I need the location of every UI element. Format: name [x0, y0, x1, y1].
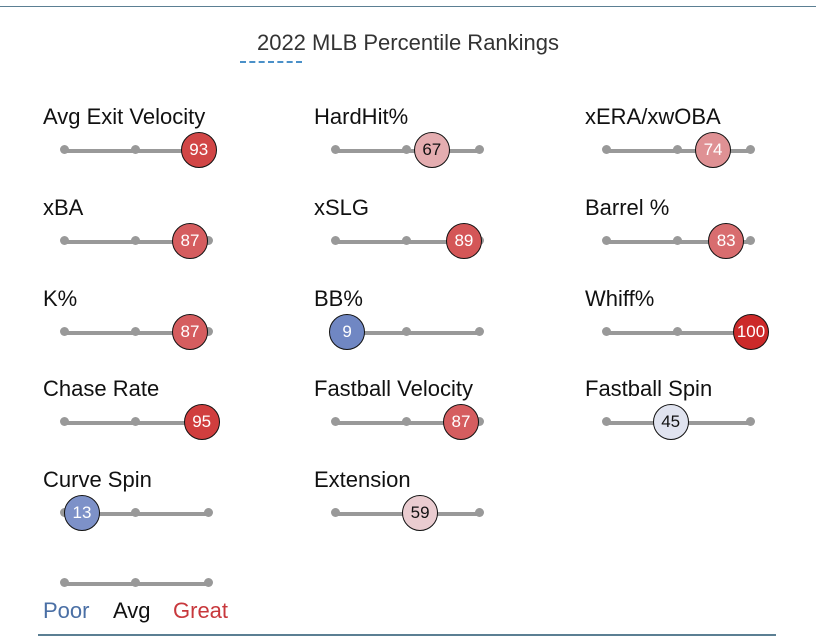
metric-label: xERA/xwOBA	[585, 104, 721, 129]
percentile-bubble[interactable]: 87	[172, 314, 209, 350]
track-tick-great	[204, 327, 213, 336]
percentile-bubble[interactable]: 9	[329, 314, 366, 350]
metric-bb[interactable]: BB% 9	[314, 286, 554, 366]
percentile-bubble[interactable]: 67	[413, 132, 450, 168]
percentile-bubble[interactable]: 74	[695, 132, 732, 168]
metric-label: Chase Rate	[43, 376, 160, 401]
metric-k[interactable]: K% 87	[43, 286, 283, 366]
track-tick-avg	[402, 417, 411, 426]
metric-label: xSLG	[314, 195, 370, 220]
metric-avg-exit-velocity[interactable]: Avg Exit Velocity 93	[43, 104, 283, 184]
percentile-bubble[interactable]: 83	[708, 223, 745, 259]
percentile-bubble[interactable]: 59	[402, 495, 439, 531]
track-tick-great	[475, 417, 484, 426]
track-tick-avg	[131, 417, 140, 426]
track-tick-great	[746, 145, 755, 154]
metric-barrel[interactable]: Barrel % 83	[585, 195, 816, 275]
percentile-bubble[interactable]: 93	[180, 132, 217, 168]
metric-label: Fastball Velocity	[314, 376, 473, 401]
percentile-bubble[interactable]: 100	[733, 314, 769, 350]
legend-tick-avg	[131, 578, 140, 587]
legend: Poor Avg Great	[43, 570, 283, 630]
track-tick-great	[475, 327, 484, 336]
metric-xera-xwoba[interactable]: xERA/xwOBA 74	[585, 104, 816, 184]
metric-chase-rate[interactable]: Chase Rate 95	[43, 376, 283, 456]
track-tick-poor	[602, 236, 611, 245]
track-tick-great	[746, 236, 755, 245]
track-tick-poor	[602, 327, 611, 336]
track-tick-poor	[60, 417, 69, 426]
track-tick-avg	[131, 145, 140, 154]
metric-hardhit[interactable]: HardHit% 67	[314, 104, 554, 184]
metric-whiff[interactable]: Whiff% 100	[585, 286, 816, 366]
metric-curve-spin[interactable]: Curve Spin 13	[43, 467, 283, 547]
metric-label: Barrel %	[585, 195, 670, 220]
track-tick-avg	[673, 236, 682, 245]
percentile-bubble[interactable]: 89	[445, 223, 482, 259]
track-tick-avg	[402, 236, 411, 245]
track-tick-great	[204, 508, 213, 517]
track-tick-poor	[331, 236, 340, 245]
track-tick-avg	[673, 145, 682, 154]
track-tick-avg	[402, 145, 411, 154]
metric-extension[interactable]: Extension 59	[314, 467, 554, 547]
track-tick-avg	[131, 327, 140, 336]
track-tick-avg	[131, 236, 140, 245]
page-title[interactable]: 2022 MLB Percentile Rankings	[256, 30, 560, 55]
metric-label: Extension	[314, 467, 411, 492]
metric-label: Curve Spin	[43, 467, 152, 492]
track-tick-great	[475, 145, 484, 154]
metric-label: BB%	[314, 286, 363, 311]
metric-label: Fastball Spin	[585, 376, 713, 401]
track-tick-great	[204, 236, 213, 245]
track-tick-poor	[60, 236, 69, 245]
legend-label-poor: Poor	[43, 598, 90, 623]
track-tick-poor	[602, 417, 611, 426]
legend-tick-poor	[60, 578, 69, 587]
track-tick-avg	[131, 508, 140, 517]
percentile-bubble[interactable]: 13	[63, 495, 100, 531]
metric-label: K%	[43, 286, 78, 311]
track-tick-avg	[673, 327, 682, 336]
track-tick-poor	[60, 327, 69, 336]
top-divider	[0, 6, 816, 7]
legend-tick-great	[204, 578, 213, 587]
track-tick-poor	[331, 145, 340, 154]
legend-label-avg: Avg	[113, 598, 151, 623]
metric-xslg[interactable]: xSLG 89	[314, 195, 554, 275]
metric-label: Avg Exit Velocity	[43, 104, 206, 129]
percentile-bubble[interactable]: 95	[183, 404, 220, 440]
track-tick-great	[746, 417, 755, 426]
bottom-divider	[38, 634, 776, 636]
track-tick-avg	[402, 327, 411, 336]
percentile-bubble[interactable]: 87	[172, 223, 209, 259]
metric-label: Whiff%	[585, 286, 655, 311]
metric-label: HardHit%	[314, 104, 409, 129]
metric-label: xBA	[43, 195, 84, 220]
track-tick-poor	[602, 145, 611, 154]
legend-label-great: Great	[173, 598, 229, 623]
metric-xba[interactable]: xBA 87	[43, 195, 283, 275]
percentile-bubble[interactable]: 45	[652, 404, 689, 440]
percentile-bubble[interactable]: 87	[443, 404, 480, 440]
title-link-underline	[240, 61, 302, 63]
metric-fastball-spin[interactable]: Fastball Spin 45	[585, 376, 816, 456]
track-tick-poor	[60, 145, 69, 154]
track-tick-poor	[331, 417, 340, 426]
track-tick-poor	[331, 508, 340, 517]
track-tick-great	[475, 508, 484, 517]
metric-fastball-velocity[interactable]: Fastball Velocity 87	[314, 376, 554, 456]
